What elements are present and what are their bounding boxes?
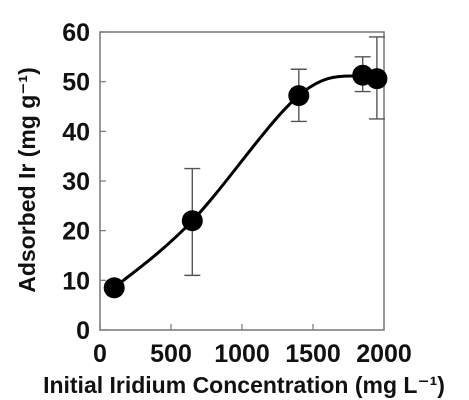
- data-point: [288, 85, 310, 107]
- data-point: [366, 68, 388, 90]
- data-point: [103, 277, 125, 299]
- x-tick-label: 1500: [285, 340, 341, 368]
- y-ticks: 0 10 20 30 40 50 60: [62, 19, 106, 345]
- x-axis-title: Initial Iridium Concentration (mg L⁻¹): [43, 372, 445, 398]
- x-tick-label: 500: [150, 340, 192, 368]
- y-tick-label: 40: [62, 118, 90, 146]
- x-tick-label: 1000: [214, 340, 270, 368]
- fit-curve: [113, 72, 378, 289]
- y-tick-label: 50: [62, 69, 90, 97]
- y-tick-label: 30: [62, 168, 90, 196]
- x-tick-label: 2000: [356, 340, 412, 368]
- x-ticks: 0 500 1000 1500 2000: [93, 324, 412, 368]
- y-tick-label: 10: [62, 267, 90, 295]
- data-points: [103, 64, 388, 299]
- y-tick-label: 20: [62, 218, 90, 246]
- y-axis-title: Adsorbed Ir (mg g⁻¹): [14, 67, 40, 293]
- y-tick-label: 60: [62, 19, 90, 47]
- data-point: [181, 210, 203, 232]
- x-tick-label: 0: [93, 340, 107, 368]
- y-tick-label: 0: [76, 317, 90, 345]
